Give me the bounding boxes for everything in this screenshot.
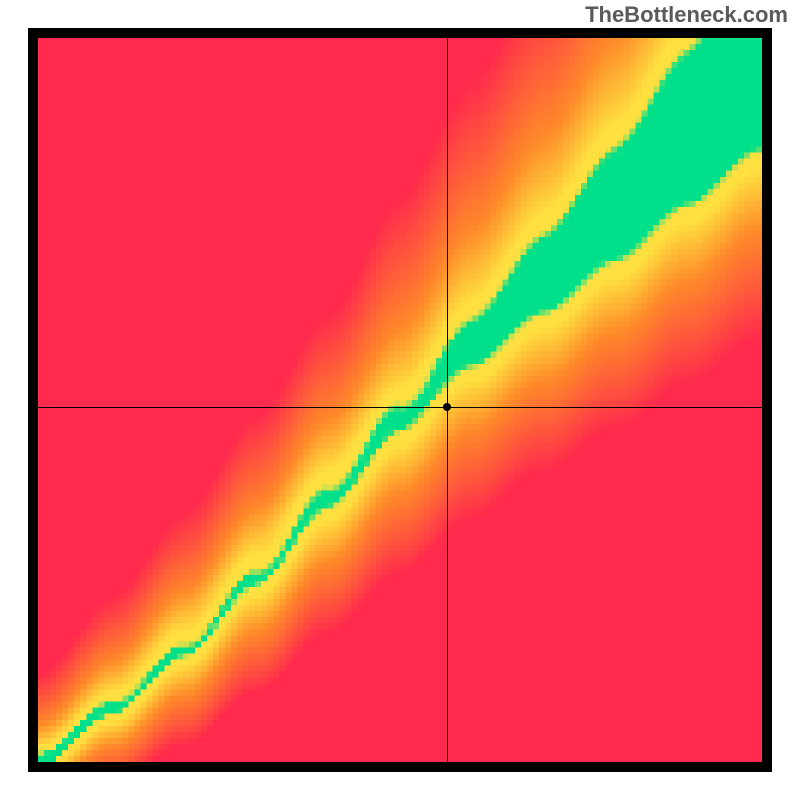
bottleneck-heatmap xyxy=(38,38,762,762)
chart-container: TheBottleneck.com xyxy=(0,0,800,800)
crosshair-marker xyxy=(443,403,451,411)
crosshair-horizontal xyxy=(38,407,762,408)
crosshair-vertical xyxy=(447,38,448,762)
watermark-text: TheBottleneck.com xyxy=(585,2,788,28)
